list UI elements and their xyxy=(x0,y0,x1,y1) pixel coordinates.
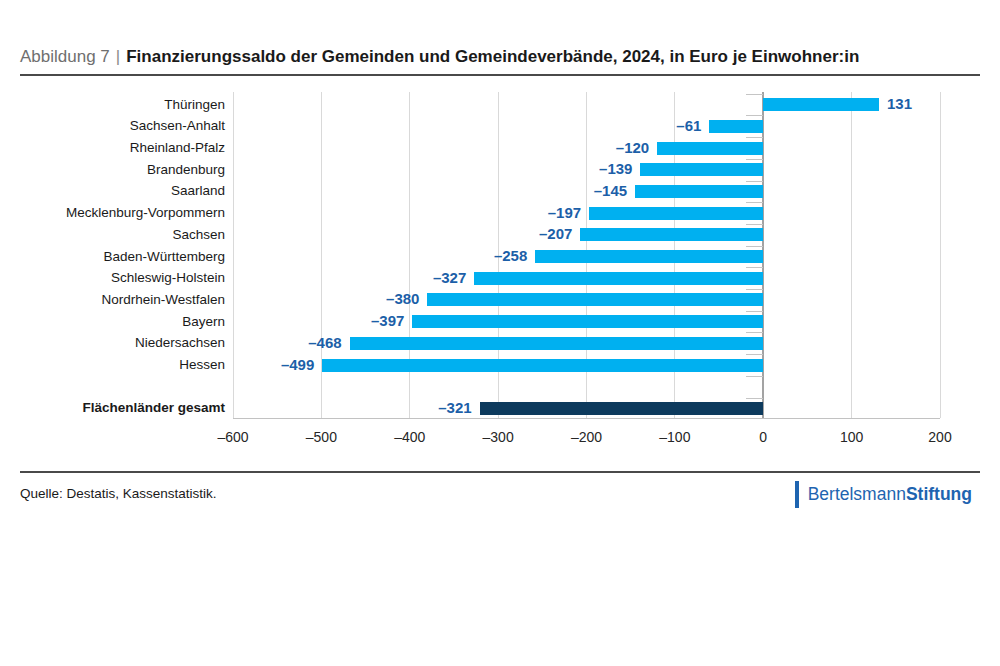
value-label: 131 xyxy=(887,95,912,113)
bar xyxy=(640,163,763,176)
bar xyxy=(427,293,763,306)
category-tick xyxy=(746,159,763,160)
logo-text: BertelsmannStiftung xyxy=(808,484,972,505)
title-divider xyxy=(20,74,980,76)
x-axis-tick-label: 200 xyxy=(928,429,951,445)
figure-title: Abbildung 7|Finanzierungssaldo der Gemei… xyxy=(20,46,980,68)
x-axis-tick-label: 100 xyxy=(840,429,863,445)
category-tick xyxy=(746,94,763,95)
category-label: Hessen xyxy=(0,356,225,374)
bar xyxy=(709,120,763,133)
category-tick xyxy=(746,137,763,138)
footer-divider xyxy=(20,471,980,473)
x-axis-tick-label: 0 xyxy=(759,429,767,445)
value-label: –139 xyxy=(599,160,632,178)
category-tick xyxy=(746,332,763,333)
bar xyxy=(350,337,764,350)
figure-title-text: Finanzierungssaldo der Gemeinden und Gem… xyxy=(126,47,859,66)
x-axis-tick-label: –500 xyxy=(306,429,337,445)
value-label: –197 xyxy=(548,204,581,222)
value-label: –207 xyxy=(539,225,572,243)
value-label: –61 xyxy=(676,117,701,135)
figure-number-label: Abbildung 7 xyxy=(20,47,110,66)
value-label: –327 xyxy=(433,269,466,287)
value-label: –468 xyxy=(308,334,341,352)
category-label: Bayern xyxy=(0,313,225,331)
category-tick xyxy=(746,289,763,290)
gridline xyxy=(851,92,852,418)
bar xyxy=(322,359,763,372)
category-label: Saarland xyxy=(0,182,225,200)
category-tick xyxy=(746,181,763,182)
x-axis-tick-label: –400 xyxy=(394,429,425,445)
category-tick xyxy=(746,398,763,399)
value-label: –397 xyxy=(371,312,404,330)
gridline xyxy=(940,92,941,418)
logo-text-part2: Stiftung xyxy=(906,484,972,504)
logo-bar-icon xyxy=(795,481,799,508)
category-label: Mecklenburg-Vorpommern xyxy=(0,204,225,222)
category-tick xyxy=(746,311,763,312)
x-axis-line xyxy=(233,418,940,419)
category-label: Nordrhein-Westfalen xyxy=(0,291,225,309)
category-tick xyxy=(746,224,763,225)
bar xyxy=(474,272,763,285)
gridline xyxy=(233,92,234,418)
x-axis-tick-label: –200 xyxy=(571,429,602,445)
bar xyxy=(763,98,879,111)
x-axis-tick-label: –300 xyxy=(483,429,514,445)
category-label: Sachsen xyxy=(0,226,225,244)
category-label: Flächenländer gesamt xyxy=(0,399,225,417)
bar xyxy=(535,250,763,263)
bertelsmann-stiftung-logo: BertelsmannStiftung xyxy=(795,480,972,508)
category-tick xyxy=(746,115,763,116)
category-label: Rheinland-Pfalz xyxy=(0,139,225,157)
category-tick xyxy=(746,246,763,247)
bar xyxy=(412,315,763,328)
x-axis-tick-label: –600 xyxy=(217,429,248,445)
value-label: –145 xyxy=(594,182,627,200)
category-label: Sachsen-Anhalt xyxy=(0,117,225,135)
category-label: Brandenburg xyxy=(0,161,225,179)
value-label: –321 xyxy=(438,399,471,417)
category-tick xyxy=(746,202,763,203)
value-label: –120 xyxy=(616,139,649,157)
logo-text-part1: Bertelsmann xyxy=(808,484,906,504)
bar xyxy=(635,185,763,198)
category-tick xyxy=(746,267,763,268)
bar xyxy=(657,142,763,155)
bar xyxy=(589,207,763,220)
value-label: –258 xyxy=(494,247,527,265)
category-label: Thüringen xyxy=(0,96,225,114)
category-label: Schleswig-Holstein xyxy=(0,269,225,287)
category-tick xyxy=(746,376,763,377)
bar xyxy=(580,228,763,241)
category-label: Baden-Württemberg xyxy=(0,248,225,266)
figure-page: Abbildung 7|Finanzierungssaldo der Gemei… xyxy=(0,0,1000,666)
source-note: Quelle: Destatis, Kassenstatistik. xyxy=(20,486,217,501)
total-bar xyxy=(480,402,764,415)
x-axis-tick-label: –100 xyxy=(659,429,690,445)
value-label: –380 xyxy=(386,290,419,308)
category-tick xyxy=(746,354,763,355)
category-label: Niedersachsen xyxy=(0,334,225,352)
title-separator: | xyxy=(110,47,126,66)
value-label: –499 xyxy=(281,356,314,374)
